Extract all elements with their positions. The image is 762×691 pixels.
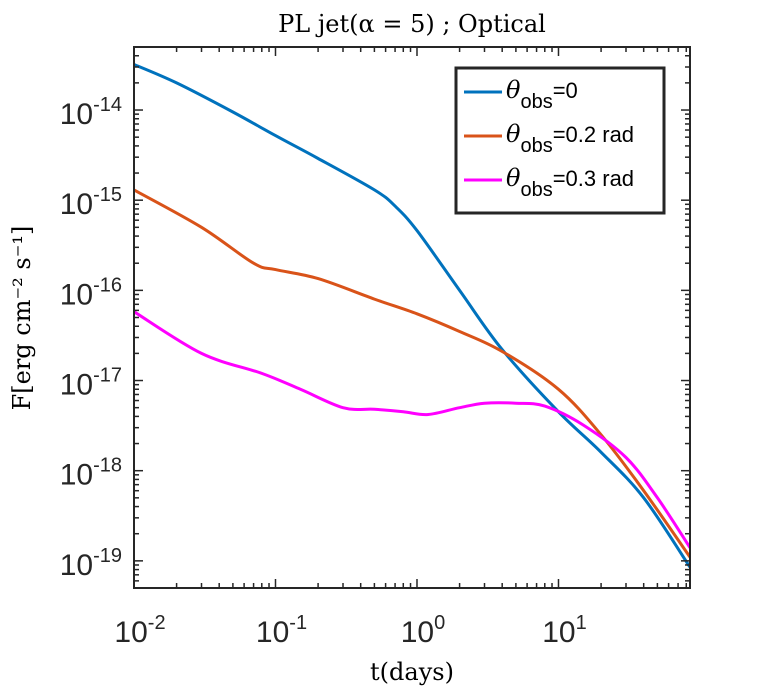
x-tick-label: 10-2 [114, 612, 165, 649]
y-tick-label: 10-18 [60, 455, 122, 492]
chart-title: PL jet(α = 5) ; Optical [278, 10, 546, 38]
y-tick-label: 10-14 [60, 94, 122, 131]
y-tick-label: 10-16 [60, 274, 122, 311]
y-tick-label: 10-19 [60, 545, 122, 582]
ticks-layer: 10-2 10-1 100 101 10-19 10-18 10-17 10-16 10-15 1… [60, 46, 691, 649]
x-tick-label: 100 [401, 612, 446, 649]
y-axis-label: F[erg cm⁻² s⁻¹] [8, 226, 36, 411]
y-tick-label: 10-15 [60, 184, 122, 221]
legend: θobs=0 θobs=0.2 rad θobs=0.3 rad [454, 66, 666, 215]
x-tick-label: 10-1 [256, 612, 307, 649]
series-layer [134, 63, 690, 569]
x-axis-label: t(days) [370, 658, 454, 686]
legend-label-3: θobs=0.3 rad [506, 164, 634, 201]
series-line-3 [134, 310, 690, 549]
series-line-1 [134, 63, 690, 569]
legend-label-2: θobs=0.2 rad [506, 120, 634, 157]
legend-label-1: θobs=0 [506, 76, 578, 113]
x-tick-label: 101 [542, 612, 587, 649]
y-tick-label: 10-17 [60, 365, 122, 402]
